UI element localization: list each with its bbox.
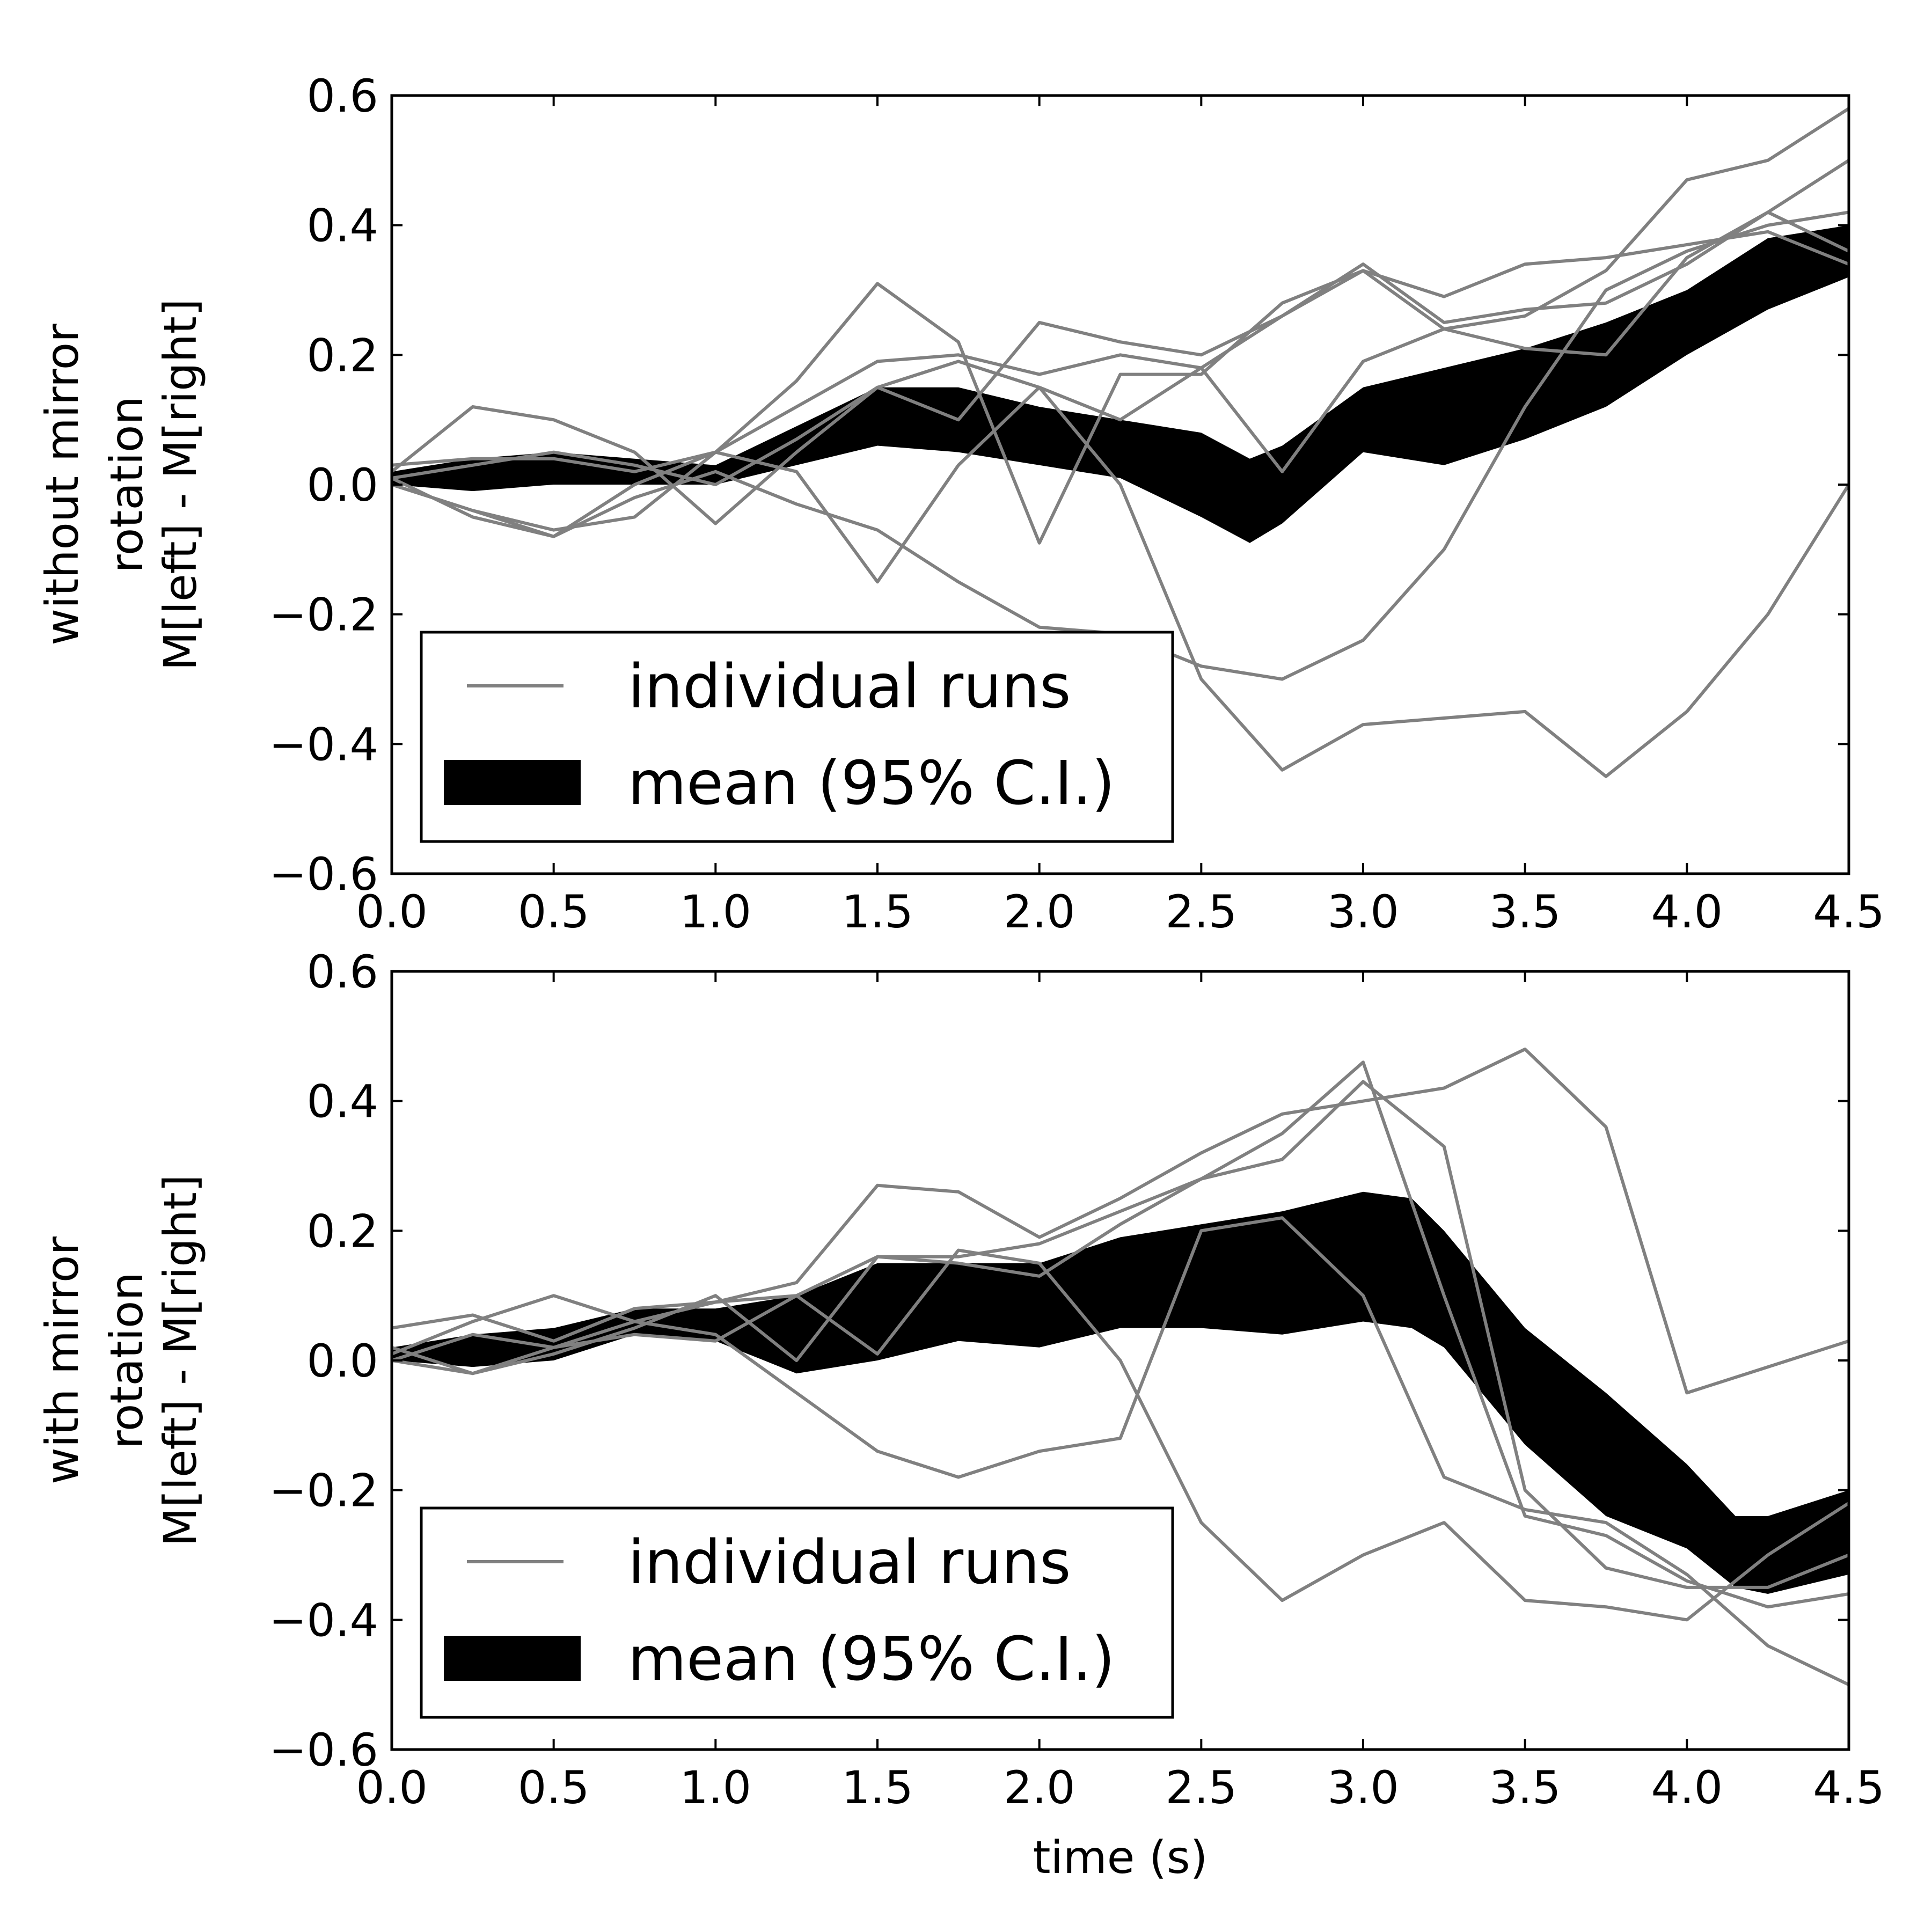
legend-box (420, 1506, 1174, 1719)
y-tick-label: −0.6 (269, 848, 378, 901)
individual-run-line-1 (392, 230, 1849, 473)
y-tick-label: 0.4 (306, 200, 378, 252)
legend: individual runs mean (95% C.I.) (420, 631, 1174, 843)
individual-run-line-1 (392, 1048, 1849, 1395)
x-tick-label: 2.0 (1004, 885, 1075, 938)
x-tick-label: 0.0 (356, 1761, 428, 1814)
individual-run-line-2 (392, 158, 1849, 486)
x-tick-label: 0.0 (356, 885, 428, 938)
legend-box (420, 631, 1174, 843)
legend-swatch-band (444, 760, 581, 805)
x-tick-label: 0.5 (518, 1761, 590, 1814)
y-axis-label-line-3: M[left] - M[right] (154, 298, 207, 670)
y-tick-label: 0.4 (306, 1075, 378, 1128)
y-tick-label: −0.4 (269, 718, 378, 771)
y-axis-label-line-3: M[left] - M[right] (154, 1174, 207, 1546)
legend-label: individual runs (628, 1528, 1071, 1598)
plot-area (392, 1048, 1849, 1687)
x-tick-label: 1.0 (680, 1761, 752, 1814)
individual-run-line-4 (392, 107, 1849, 525)
x-tick-label: 1.0 (680, 885, 752, 938)
individual-run-line-3 (392, 210, 1849, 545)
x-tick-label: 4.0 (1651, 1761, 1723, 1814)
x-axis-label: time (s) (1033, 1831, 1208, 1884)
y-axis-label-line-2: rotation (100, 396, 153, 573)
y-tick-label: −0.2 (269, 589, 378, 641)
individual-run-line-4 (392, 1248, 1849, 1622)
x-tick-label: 2.5 (1166, 885, 1238, 938)
legend: individual runs mean (95% C.I.) (420, 1506, 1174, 1719)
y-tick-label: 0.0 (306, 459, 378, 511)
chart-panel-2: 0.0 0.5 1.0 1.5 2.0 2.5 3.0 3.5 4.0 4.5 −0.6 −0.4 −0… (36, 946, 1885, 1884)
x-tick-label: 2.0 (1004, 1761, 1075, 1814)
y-tick-label: −0.2 (269, 1465, 378, 1517)
y-tick-label: 0.6 (306, 946, 378, 998)
x-tick-label: 0.5 (518, 885, 590, 938)
legend-label: mean (95% C.I.) (628, 749, 1115, 818)
y-axis-label-line-1: with mirror (36, 1236, 89, 1484)
y-axis-label-line-2: rotation (100, 1272, 153, 1448)
y-tick-label: −0.6 (269, 1724, 378, 1776)
individual-run-line-5 (392, 385, 1849, 778)
x-tick-label: 4.5 (1813, 885, 1885, 938)
individual-run-line-5 (392, 1080, 1849, 1589)
legend-label: individual runs (628, 652, 1071, 722)
y-tick-label: 0.6 (306, 70, 378, 122)
y-tick-label: 0.0 (306, 1335, 378, 1387)
chart-panel-1: 0.0 0.5 1.0 1.5 2.0 2.5 3.0 3.5 4.0 4.5 −0.6 −0.4 −0… (36, 70, 1885, 938)
x-tick-label: 3.0 (1327, 885, 1399, 938)
x-tick-label: 3.5 (1489, 885, 1561, 938)
y-axis-label-line-1: without mirror (36, 324, 89, 646)
y-tick-label: 0.2 (306, 1205, 378, 1257)
y-tick-label: 0.2 (306, 329, 378, 382)
x-tick-label: 2.5 (1166, 1761, 1238, 1814)
x-tick-label: 3.5 (1489, 1761, 1561, 1814)
x-tick-label: 4.0 (1651, 885, 1723, 938)
x-tick-label: 3.0 (1327, 1761, 1399, 1814)
x-tick-label: 1.5 (841, 885, 913, 938)
legend-label: mean (95% C.I.) (628, 1624, 1115, 1694)
x-tick-label: 1.5 (841, 1761, 913, 1814)
x-tick-label: 4.5 (1813, 1761, 1885, 1814)
mean-ci-band (392, 1191, 1849, 1594)
individual-run-line-3 (392, 1216, 1849, 1687)
legend-swatch-band (444, 1636, 581, 1681)
y-tick-label: −0.4 (269, 1594, 378, 1646)
